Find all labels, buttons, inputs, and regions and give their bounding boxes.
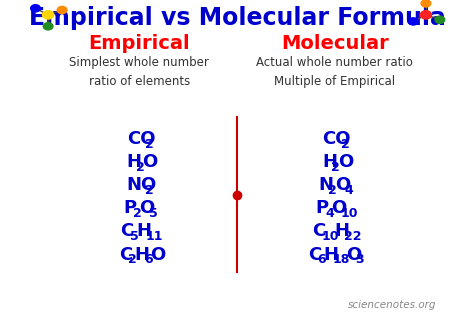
Text: CO: CO	[127, 131, 155, 149]
Text: NO: NO	[127, 176, 157, 194]
Text: 2: 2	[341, 138, 349, 151]
Text: O: O	[346, 246, 361, 264]
Text: 10: 10	[341, 207, 358, 220]
Text: H: H	[136, 222, 151, 240]
Text: O: O	[143, 154, 158, 172]
Text: 5: 5	[130, 230, 138, 243]
Text: 3: 3	[355, 253, 364, 266]
Circle shape	[421, 0, 431, 7]
Text: 10: 10	[322, 230, 339, 243]
Text: Empirical vs Molecular Formula: Empirical vs Molecular Formula	[28, 6, 446, 30]
Text: sciencenotes.org: sciencenotes.org	[348, 300, 437, 310]
Text: C: C	[119, 246, 132, 264]
Text: 6: 6	[144, 253, 153, 266]
Text: 5: 5	[149, 207, 157, 220]
Text: H: H	[335, 222, 350, 240]
Text: H: H	[135, 246, 150, 264]
Circle shape	[43, 11, 54, 19]
Circle shape	[31, 5, 40, 12]
Circle shape	[435, 16, 445, 23]
Text: 2: 2	[146, 184, 154, 197]
Text: H: H	[324, 246, 338, 264]
Text: C: C	[120, 222, 134, 240]
Text: 2: 2	[331, 161, 340, 174]
Text: 6: 6	[317, 253, 326, 266]
Text: 2: 2	[136, 161, 145, 174]
Text: O: O	[338, 154, 353, 172]
Text: C: C	[308, 246, 321, 264]
Text: 4: 4	[325, 207, 334, 220]
Text: N: N	[319, 176, 334, 194]
Text: Actual whole number ratio
Multiple of Empirical: Actual whole number ratio Multiple of Em…	[256, 56, 413, 88]
Text: P: P	[316, 199, 329, 217]
Text: 11: 11	[146, 230, 163, 243]
Text: H: H	[322, 154, 337, 172]
Text: O: O	[139, 199, 155, 217]
Text: Simplest whole number
ratio of elements: Simplest whole number ratio of elements	[69, 56, 210, 88]
Text: 18: 18	[333, 253, 350, 266]
Text: 2: 2	[128, 253, 137, 266]
Text: H: H	[127, 154, 142, 172]
Text: C: C	[312, 222, 326, 240]
Circle shape	[409, 18, 418, 25]
Text: 4: 4	[344, 184, 353, 197]
Text: 22: 22	[344, 230, 362, 243]
Text: P: P	[124, 199, 137, 217]
Circle shape	[57, 6, 67, 14]
Text: 2: 2	[133, 207, 142, 220]
Text: Molecular: Molecular	[281, 34, 389, 53]
Text: Empirical: Empirical	[89, 34, 190, 53]
Text: O: O	[150, 246, 166, 264]
Text: O: O	[335, 176, 350, 194]
Text: 2: 2	[146, 138, 154, 151]
Circle shape	[420, 11, 431, 19]
Text: CO: CO	[322, 131, 351, 149]
Text: O: O	[331, 199, 346, 217]
Circle shape	[43, 23, 53, 30]
Text: 2: 2	[328, 184, 337, 197]
